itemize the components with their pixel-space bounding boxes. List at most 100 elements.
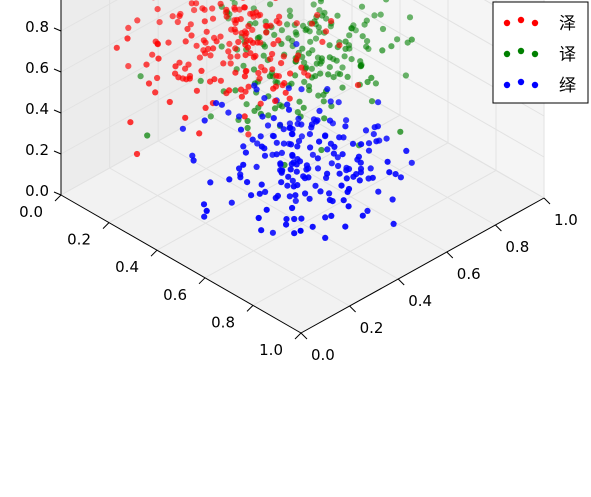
data-point	[375, 99, 381, 105]
data-point	[242, 4, 248, 10]
data-point	[239, 94, 245, 100]
data-point	[371, 131, 377, 137]
data-point	[324, 86, 330, 92]
data-point	[321, 115, 327, 121]
data-point	[250, 40, 256, 46]
data-point	[363, 127, 369, 133]
data-point	[291, 216, 297, 222]
data-point	[304, 26, 310, 32]
data-point	[309, 21, 315, 27]
data-point	[281, 141, 287, 147]
data-point	[198, 68, 204, 74]
data-point	[274, 151, 280, 157]
data-point	[225, 110, 231, 116]
data-point	[263, 29, 269, 35]
data-point	[358, 160, 364, 166]
data-point	[240, 162, 246, 168]
data-point	[366, 148, 372, 154]
data-point	[294, 156, 300, 162]
data-point	[326, 190, 332, 196]
data-point	[271, 32, 277, 38]
data-point	[269, 51, 275, 57]
data-point	[295, 116, 301, 122]
data-point	[340, 151, 346, 157]
data-point	[167, 99, 173, 105]
data-point	[134, 17, 140, 23]
data-point	[336, 99, 342, 105]
data-point	[287, 70, 293, 76]
z-tick-label: 0.2	[25, 141, 49, 159]
data-point	[391, 221, 397, 227]
legend-label: 泽	[559, 14, 576, 34]
data-point	[219, 102, 225, 108]
data-point	[127, 119, 133, 125]
data-point	[157, 19, 163, 25]
data-point	[288, 141, 294, 147]
y-tick	[495, 225, 501, 231]
data-point	[191, 7, 197, 13]
data-point	[368, 165, 374, 171]
data-point	[369, 98, 375, 104]
data-point	[274, 140, 280, 146]
data-point	[328, 98, 334, 104]
data-point	[298, 65, 304, 71]
data-point	[283, 222, 289, 228]
data-point	[278, 60, 284, 66]
data-point	[277, 162, 283, 168]
data-point	[357, 177, 363, 183]
data-point	[245, 23, 251, 29]
data-point	[283, 90, 289, 96]
data-point	[226, 87, 232, 93]
data-point	[307, 144, 313, 150]
data-point	[329, 160, 335, 166]
data-point	[264, 207, 270, 213]
data-point	[204, 208, 210, 214]
data-point	[331, 151, 337, 157]
data-point	[238, 127, 244, 133]
data-point	[298, 228, 304, 234]
data-point	[318, 147, 324, 153]
data-point	[265, 112, 271, 118]
data-point	[294, 169, 300, 175]
data-point	[284, 21, 290, 27]
data-point	[291, 230, 297, 236]
data-point	[256, 76, 262, 82]
data-point	[279, 150, 285, 156]
data-point	[327, 64, 333, 70]
data-point	[373, 138, 379, 144]
data-point	[319, 39, 325, 45]
data-point	[257, 191, 263, 197]
data-point	[267, 73, 273, 79]
data-point	[154, 75, 160, 81]
data-point	[234, 53, 240, 59]
data-point	[315, 165, 321, 171]
data-point	[346, 32, 352, 38]
legend-marker	[518, 17, 524, 23]
y-tick-label: 0.0	[311, 346, 335, 364]
data-point	[281, 53, 287, 59]
data-point	[293, 41, 299, 47]
data-point	[339, 64, 345, 70]
data-point	[314, 12, 320, 18]
data-point	[269, 66, 275, 72]
data-point	[324, 146, 330, 152]
data-point	[201, 214, 207, 220]
x-tick	[295, 333, 301, 339]
data-point	[366, 140, 372, 146]
data-point	[253, 9, 259, 15]
data-point	[342, 123, 348, 129]
data-point	[155, 6, 161, 12]
data-point	[276, 14, 282, 20]
data-point	[289, 152, 295, 158]
data-point	[180, 126, 186, 132]
data-point	[342, 53, 348, 59]
data-point	[229, 200, 235, 206]
z-tick-label: 0.4	[25, 100, 49, 118]
data-point	[286, 107, 292, 113]
data-point	[259, 182, 265, 188]
data-point	[358, 141, 364, 147]
data-point	[328, 213, 334, 219]
data-point	[194, 43, 200, 49]
data-point	[368, 75, 374, 81]
data-point	[407, 14, 413, 20]
